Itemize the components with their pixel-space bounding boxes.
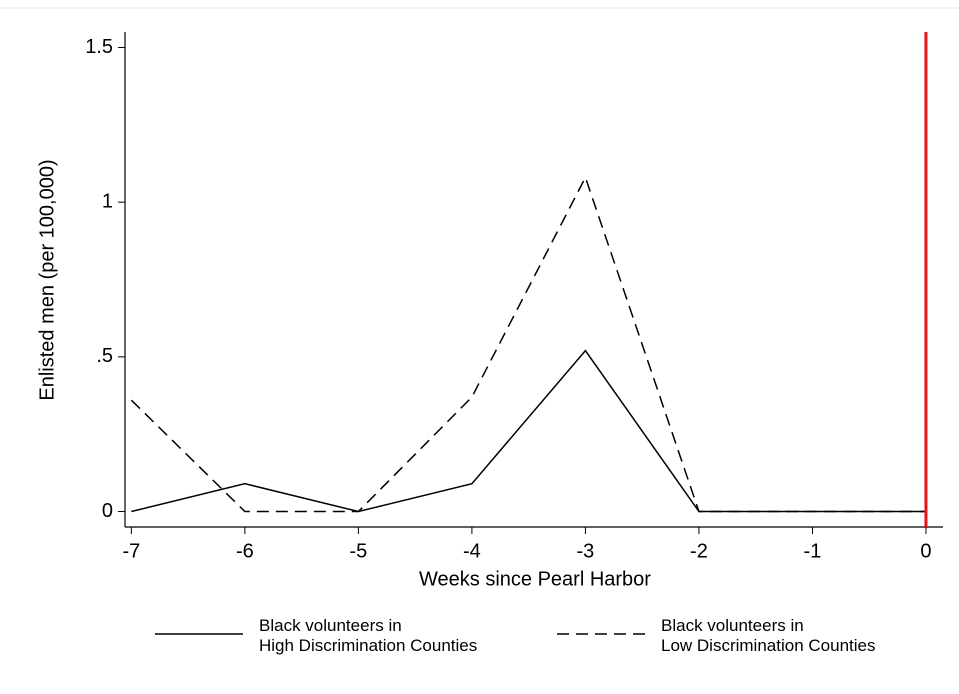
series-line: [131, 349, 926, 513]
x-tick-label: -5: [349, 540, 367, 562]
x-tick-label: -7: [122, 540, 140, 562]
x-tick-label: -3: [577, 540, 595, 562]
legend-label: Black volunteers in High Discrimination …: [259, 616, 478, 655]
y-tick-label: 0: [102, 500, 113, 522]
x-tick-label: 0: [920, 540, 931, 562]
y-axis-label: Enlisted men (per 100,000): [36, 159, 58, 400]
y-tick-label: 1.5: [85, 36, 113, 58]
y-tick-label: .5: [96, 345, 113, 367]
x-tick-label: -1: [804, 540, 822, 562]
series-line: [130, 175, 926, 513]
x-tick-label: -6: [236, 540, 254, 562]
x-axis-label: Weeks since Pearl Harbor: [419, 568, 651, 590]
y-tick-label: 1: [102, 190, 113, 212]
x-tick-label: -2: [690, 540, 708, 562]
x-tick-label: -4: [463, 540, 481, 562]
legend-label: Black volunteers in Low Discrimination C…: [661, 616, 876, 655]
